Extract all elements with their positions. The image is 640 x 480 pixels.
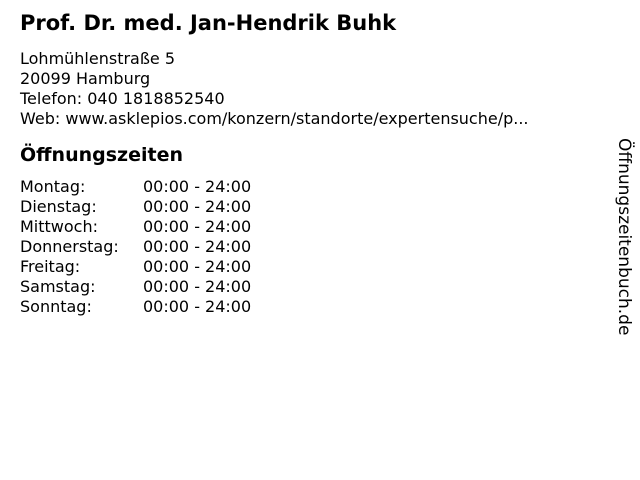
page-title: Prof. Dr. med. Jan-Hendrik Buhk (20, 11, 397, 35)
table-row: Donnerstag: 00:00 - 24:00 (20, 237, 600, 257)
hours-value: 00:00 - 24:00 (143, 297, 252, 316)
website-line: Web: www.asklepios.com/konzern/standorte… (20, 109, 529, 128)
day-label: Dienstag: (20, 197, 97, 216)
opening-hours-table: Montag: 00:00 - 24:00 Dienstag: 00:00 - … (20, 177, 600, 317)
street-address: Lohmühlenstraße 5 (20, 49, 176, 68)
hours-value: 00:00 - 24:00 (143, 217, 252, 236)
hours-value: 00:00 - 24:00 (143, 277, 252, 296)
hours-value: 00:00 - 24:00 (143, 177, 252, 196)
business-info-card: Prof. Dr. med. Jan-Hendrik Buhk Lohmühle… (20, 10, 600, 317)
day-label: Samstag: (20, 277, 96, 296)
hours-value: 00:00 - 24:00 (143, 237, 252, 256)
table-row: Sonntag: 00:00 - 24:00 (20, 297, 600, 317)
contact-block: Lohmühlenstraße 5 20099 Hamburg Telefon:… (20, 49, 600, 129)
table-row: Mittwoch: 00:00 - 24:00 (20, 217, 600, 237)
table-row: Dienstag: 00:00 - 24:00 (20, 197, 600, 217)
day-label: Montag: (20, 177, 86, 196)
hours-value: 00:00 - 24:00 (143, 257, 252, 276)
table-row: Montag: 00:00 - 24:00 (20, 177, 600, 197)
city-address: 20099 Hamburg (20, 69, 151, 88)
opening-hours-heading: Öffnungszeiten (20, 144, 183, 166)
hours-value: 00:00 - 24:00 (143, 197, 252, 216)
phone-line: Telefon: 040 1818852540 (20, 89, 225, 108)
day-label: Mittwoch: (20, 217, 98, 236)
day-label: Donnerstag: (20, 237, 119, 256)
day-label: Sonntag: (20, 297, 92, 316)
table-row: Samstag: 00:00 - 24:00 (20, 277, 600, 297)
day-label: Freitag: (20, 257, 81, 276)
table-row: Freitag: 00:00 - 24:00 (20, 257, 600, 277)
site-watermark: Öffnungszeitenbuch.de (614, 138, 634, 336)
